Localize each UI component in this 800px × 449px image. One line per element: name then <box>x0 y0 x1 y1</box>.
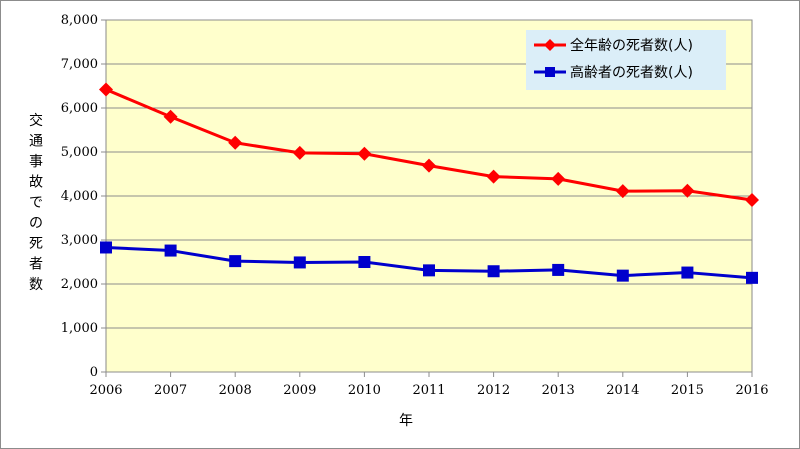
data-point <box>544 39 556 51</box>
data-point <box>229 255 242 268</box>
y-axis-title-char: 者 <box>29 257 43 273</box>
data-point <box>486 169 501 184</box>
legend-label: 全年齢の死者数(人) <box>570 37 693 54</box>
data-point <box>616 269 629 282</box>
y-axis-ticks: 0 1,000 2,000 3,000 4,000 5,000 6,000 7,000 8,00… <box>61 13 106 380</box>
y-axis-title-char: 通 <box>29 134 43 150</box>
y-tick-label: 4,000 <box>61 189 98 204</box>
data-point <box>615 184 630 199</box>
data-point <box>422 158 436 173</box>
y-axis-title-char: の <box>29 216 43 232</box>
x-tick-label: 2016 <box>735 383 768 398</box>
legend-item: 高齢者の死者数(人) <box>534 64 693 81</box>
y-tick-label: 0 <box>90 365 98 380</box>
data-point <box>545 67 555 77</box>
x-tick-label: 2012 <box>477 383 510 398</box>
data-point <box>163 109 178 124</box>
y-axis-title-char: 数 <box>29 277 43 293</box>
data-point <box>680 183 695 198</box>
data-point <box>99 82 113 97</box>
x-tick-label: 2013 <box>542 383 575 398</box>
legend-item: 全年齢の死者数(人) <box>534 37 693 54</box>
data-point <box>100 241 112 254</box>
data-point <box>745 192 759 207</box>
y-axis-title-char: 交 <box>29 112 43 129</box>
y-axis-title-char: 死 <box>29 236 43 252</box>
x-tick-label: 2011 <box>412 383 445 398</box>
x-axis-title: 年 <box>399 413 413 429</box>
y-tick-label: 7,000 <box>61 57 98 72</box>
y-tick-label: 2,000 <box>61 277 98 292</box>
series-2 <box>100 241 758 284</box>
data-point <box>552 263 565 276</box>
x-tick-label: 2015 <box>671 383 704 398</box>
data-point <box>164 244 177 257</box>
y-tick-label: 5,000 <box>61 145 98 160</box>
data-point <box>357 146 372 161</box>
series-layer <box>99 82 759 284</box>
x-axis-ticks: 2006 2007 2008 2009 2010 2011 2012 2013 2014 2015… <box>89 372 769 398</box>
y-tick-label: 6,000 <box>61 101 98 116</box>
data-point <box>681 266 694 279</box>
data-point <box>487 265 500 278</box>
y-axis-title-char: 故 <box>29 175 43 191</box>
x-tick-label: 2009 <box>283 383 316 398</box>
data-point <box>423 264 435 277</box>
x-tick-label: 2007 <box>154 383 187 398</box>
legend-label: 高齢者の死者数(人) <box>570 64 693 81</box>
y-axis-title-char: で <box>29 195 43 211</box>
x-tick-label: 2010 <box>348 383 381 398</box>
legend: 全年齢の死者数(人) 高齢者の死者数(人) <box>526 30 726 90</box>
x-tick-label: 2008 <box>219 383 252 398</box>
data-point <box>551 171 566 186</box>
y-axis-title-char: 事 <box>29 154 43 170</box>
y-tick-label: 8,000 <box>61 13 98 28</box>
x-tick-label: 2006 <box>89 383 122 398</box>
y-tick-label: 3,000 <box>61 233 98 248</box>
y-tick-label: 1,000 <box>61 321 98 336</box>
series-1 <box>99 82 759 207</box>
data-point <box>292 145 307 160</box>
data-point <box>293 256 306 269</box>
legend-box <box>526 30 726 90</box>
data-point <box>358 256 371 268</box>
data-point <box>746 271 758 284</box>
data-point <box>228 135 243 150</box>
x-tick-label: 2014 <box>606 383 639 398</box>
